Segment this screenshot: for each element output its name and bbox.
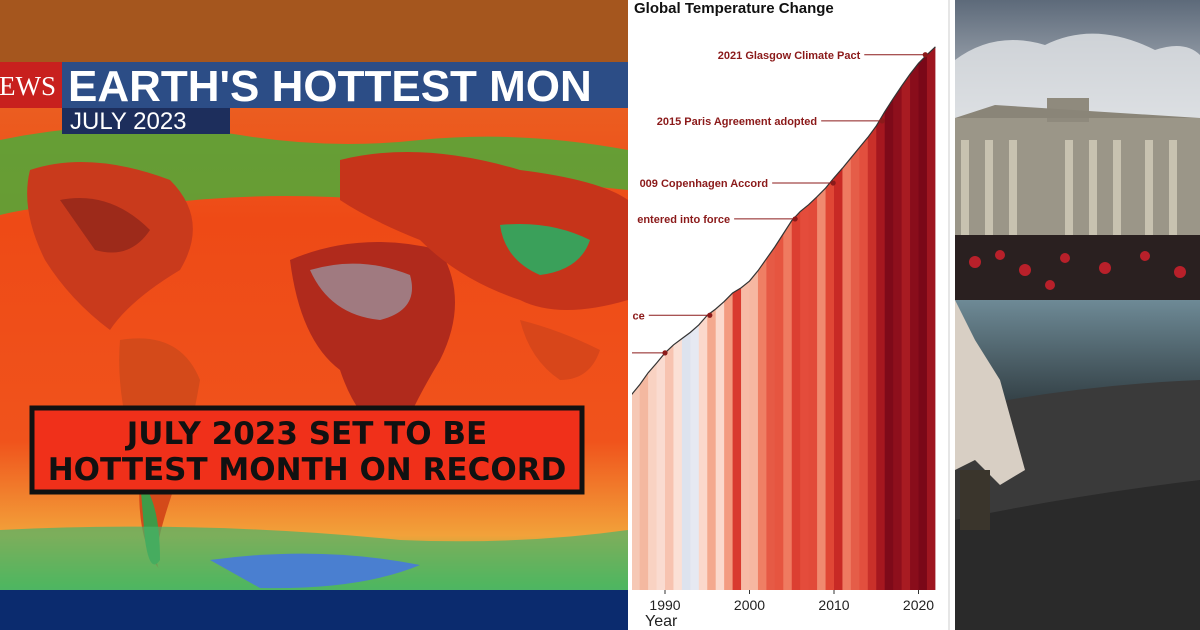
stripe: [901, 46, 911, 590]
stripe: [749, 46, 759, 590]
map: [0, 126, 628, 590]
steps: [955, 480, 1200, 630]
stripe: [800, 46, 810, 590]
stripe: [893, 46, 902, 590]
stripe: [808, 46, 818, 590]
banner-line: HOTTEST MONTH ON RECORD: [48, 452, 567, 488]
annotation-dot: [830, 180, 836, 186]
building: [955, 98, 1200, 240]
annotation-dot: [662, 350, 668, 356]
annotation-label: 009 Copenhagen Accord: [640, 178, 769, 190]
stripe: [757, 46, 767, 590]
stripe: [926, 46, 936, 590]
subhead-band: [62, 108, 230, 134]
x-tick-label: 2010: [818, 597, 849, 613]
chart-title: Global Temperature Change: [634, 0, 834, 17]
annotation-label: 2015 Paris Agreement adopted: [657, 116, 817, 128]
x-tick-label: 2020: [903, 597, 934, 613]
stripe: [842, 46, 852, 590]
annotation-dot: [707, 312, 713, 318]
stripe: [859, 46, 869, 590]
photo: [955, 0, 1200, 630]
x-axis-label: Year: [645, 613, 678, 630]
stripe: [817, 46, 826, 590]
headline-band: [62, 62, 628, 108]
person: [955, 300, 1025, 485]
subhead: JULY 2023: [70, 108, 187, 135]
stripe: [876, 46, 886, 590]
stripe: [766, 46, 776, 590]
lower-third: [29, 405, 585, 495]
bottom-bar: [0, 590, 628, 630]
stripe: [791, 46, 801, 590]
annotation-label: rence: [632, 310, 645, 322]
stripe: [715, 46, 725, 590]
stripe: [707, 46, 717, 590]
stripe: [834, 46, 843, 590]
stripe: [884, 46, 894, 590]
news-panel: EWS EARTH'S HOTTEST MON JULY 2023 JULY 2…: [0, 0, 628, 630]
annotation-label: entered into force: [637, 214, 730, 226]
temperature-line: [632, 46, 936, 396]
chart: Global Temperature Change Year 2021 Glas…: [632, 0, 950, 630]
stripe: [867, 46, 877, 590]
crowd: [955, 235, 1200, 300]
annotation-dot: [879, 118, 885, 124]
stripe: [910, 46, 919, 590]
clouds: [955, 33, 1200, 120]
annotation-dot: [922, 52, 928, 58]
banner-line: JULY 2023 SET TO BE: [125, 416, 487, 452]
stripe: [732, 46, 742, 590]
logo: EWS: [0, 71, 56, 101]
crowd-colors: [969, 250, 1186, 290]
top-bar: [0, 0, 628, 62]
stripe: [918, 46, 928, 590]
x-tick-label: 1990: [649, 597, 680, 613]
stripe: [783, 46, 793, 590]
stripe: [825, 46, 835, 590]
annotation-label: 2021 Glasgow Climate Pact: [718, 50, 861, 62]
x-tick-label: 2000: [734, 597, 765, 613]
annotation-dot: [792, 216, 798, 222]
stripe: [724, 46, 733, 590]
stripe: [774, 46, 784, 590]
logo-box: [0, 62, 62, 108]
person-legs: [960, 470, 990, 530]
headline: EARTH'S HOTTEST MON: [68, 62, 592, 111]
stripe: [741, 46, 750, 590]
stripe: [850, 46, 860, 590]
